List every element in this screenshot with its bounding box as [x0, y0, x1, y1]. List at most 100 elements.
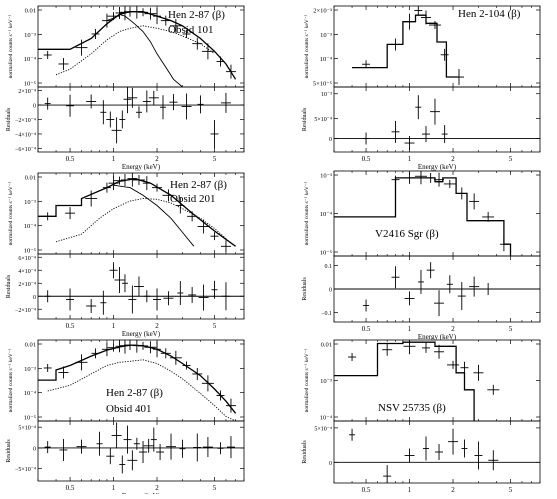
panel-title: Hen 2-87 (β) — [170, 179, 227, 191]
residual-tick-label: 0.1 — [325, 264, 333, 270]
residual-points — [363, 95, 448, 151]
x-tick-label: 5 — [213, 484, 217, 492]
residual-tick-label: 4×10⁻⁴ — [18, 269, 36, 275]
residual-tick-label: −2×10⁻⁴ — [15, 118, 36, 124]
x-axis-label: Energy (keV) — [122, 330, 161, 338]
y-tick-label: 0.01 — [25, 342, 36, 349]
top-curves — [352, 6, 465, 86]
spectrum-panel-6: 0.01 10⁻³ 10⁻⁴ normalized counts s⁻¹ keV⁻¹ N… — [302, 339, 541, 499]
x-tick-label: 0.5 — [66, 322, 75, 330]
residual-tick-label: 0 — [33, 104, 36, 110]
residual-tick-label: −5×10⁻⁴ — [15, 467, 36, 473]
panel-title: Hen 2-87 (β) — [106, 387, 163, 399]
x-tick-label: 1 — [408, 486, 412, 494]
y-axis-label-residuals: Residuals — [6, 274, 12, 298]
model-total-line — [38, 11, 237, 80]
panel-title: V2416 Sgr (β) — [375, 228, 439, 240]
y-axis-label-top: normalized counts s⁻¹ keV⁻¹ — [8, 181, 14, 245]
x-tick-label: 1 — [408, 325, 412, 333]
residual-plot-frame — [37, 253, 245, 320]
panel-subtitle: Obsid 201 — [170, 193, 216, 205]
top-curves — [38, 173, 236, 253]
residual-points — [44, 262, 230, 315]
y-axis-label-residuals: Residuals — [302, 440, 308, 464]
x-axis-label: Energy (keV) — [122, 163, 161, 171]
x-tick-label: 1 — [112, 484, 116, 492]
y-axis-label-residuals: Residuals — [302, 107, 308, 131]
top-curves — [38, 6, 237, 87]
x-tick-label: 0.5 — [66, 484, 75, 492]
y-tick-label: 2×10⁻³ — [313, 8, 332, 15]
panel-subtitle: Obsid 101 — [168, 24, 214, 36]
x-tick-label: 2 — [451, 486, 455, 494]
x-tick-label: 0.5 — [362, 325, 371, 333]
y-axis-label-top: normalized counts s⁻¹ keV⁻¹ — [304, 14, 310, 78]
y-axis-label-top: normalized counts s⁻¹ keV⁻¹ — [8, 14, 14, 78]
y-tick-label: 10⁻⁵ — [24, 81, 36, 88]
x-tick-label: 2 — [451, 325, 455, 333]
model-dotted-line — [47, 359, 236, 421]
residual-plot-frame — [37, 420, 245, 482]
x-tick-label: 5 — [509, 155, 513, 163]
y-tick-label: 10⁻³ — [320, 173, 332, 180]
x-tick-label: 1 — [112, 322, 116, 330]
y-tick-label: 10⁻⁵ — [24, 415, 36, 422]
residual-tick-label: 5×10⁻⁴ — [314, 426, 332, 432]
residual-points — [44, 87, 231, 148]
y-axis-label-top: normalized counts s⁻¹ keV⁻¹ — [304, 181, 310, 245]
residual-plot-frame — [333, 86, 541, 153]
x-tick-label: 5 — [213, 155, 217, 163]
y-tick-label: 0.01 — [25, 8, 36, 15]
residual-tick-label: −2×10⁻⁴ — [15, 308, 36, 314]
y-tick-label: 10⁻³ — [320, 32, 332, 39]
residual-plot-frame — [333, 420, 541, 484]
x-tick-label: 0.5 — [362, 486, 371, 494]
x-tick-label: 2 — [155, 155, 159, 163]
x-tick-label: 5 — [509, 325, 513, 333]
y-tick-label: 10⁻⁵ — [24, 248, 36, 255]
panel-title: Hen 2-87 (β) — [168, 9, 225, 21]
residual-tick-label: −4×10⁻⁴ — [15, 132, 36, 138]
y-tick-label: 10⁻⁴ — [24, 223, 37, 230]
x-tick-label: 2 — [155, 322, 159, 330]
residual-tick-label: 0 — [33, 446, 36, 452]
x-tick-label: 5 — [509, 486, 513, 494]
y-tick-label: 10⁻⁵ — [320, 250, 332, 257]
residual-points — [349, 428, 499, 483]
y-tick-label: 10⁻³ — [24, 366, 36, 373]
residual-tick-label: −0.1 — [321, 311, 332, 317]
y-tick-label: 10⁻⁴ — [320, 56, 333, 63]
residual-tick-label: 5×10⁻⁴ — [314, 117, 332, 123]
model-component-line — [106, 13, 183, 87]
x-tick-label: 1 — [408, 155, 412, 163]
y-axis-label-top: normalized counts s⁻¹ keV⁻¹ — [8, 348, 14, 412]
y-tick-label: 0.01 — [321, 342, 332, 349]
x-axis-label: Energy (keV) — [418, 163, 457, 171]
residual-tick-label: 5×10⁻⁴ — [18, 426, 36, 432]
model-dotted-line — [55, 25, 215, 76]
y-tick-label: 10⁻³ — [24, 32, 36, 39]
spectrum-panel-1: 0.01 10⁻³ 10⁻⁴ 10⁻⁵ normalized counts s⁻¹ ke… — [6, 5, 245, 171]
top-curves — [38, 340, 237, 421]
residual-tick-label: 2×10⁻⁴ — [18, 282, 36, 288]
y-axis-label-residuals: Residuals — [6, 107, 12, 131]
model-total-line — [352, 14, 459, 78]
top-curves — [334, 171, 512, 256]
y-tick-label: 10⁻⁴ — [24, 56, 37, 63]
residual-tick-label: −6×10⁻⁴ — [15, 147, 36, 153]
residual-plot-frame — [37, 86, 245, 153]
residual-points — [363, 262, 492, 317]
residual-tick-label: 0 — [329, 288, 332, 294]
y-tick-label: 10⁻³ — [24, 199, 36, 206]
x-tick-label: 5 — [213, 322, 217, 330]
residual-tick-label: 2×10⁻⁴ — [18, 89, 36, 95]
y-tick-label: 10⁻⁴ — [24, 390, 37, 397]
y-axis-label-top: normalized counts s⁻¹ keV⁻¹ — [304, 348, 310, 412]
residual-tick-label: 10⁻³ — [321, 92, 332, 98]
panel-title: NSV 25735 (β) — [378, 402, 446, 414]
top-curves — [334, 340, 500, 421]
x-tick-label: 0.5 — [362, 155, 371, 163]
